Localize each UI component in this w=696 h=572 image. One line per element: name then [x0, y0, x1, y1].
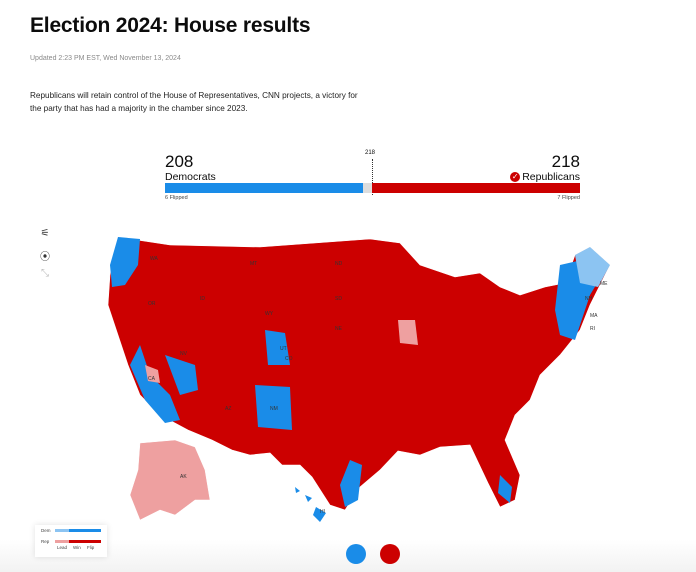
summary-text: Republicans will retain control of the H…: [30, 91, 358, 113]
illinois-lead[interactable]: [398, 320, 418, 345]
filter-icon[interactable]: ⚟: [40, 228, 50, 239]
maine-lead[interactable]: [575, 247, 610, 287]
map-legend: Dem Rep Lead Win Flip: [35, 525, 107, 557]
florida-dem[interactable]: [498, 475, 512, 503]
rep-label: Republicans: [522, 171, 580, 183]
location-pin-icon[interactable]: ⦿: [40, 252, 50, 263]
dem-seat-count: 208: [165, 152, 194, 171]
page-title: Election 2024: House results: [30, 14, 311, 37]
state-label-or: OR: [148, 301, 156, 307]
rep-flipped: 7 Flipped: [557, 195, 580, 201]
west-coast-dem[interactable]: [110, 237, 140, 287]
rep-label-wrap: ✓ Republicans: [510, 171, 580, 183]
dem-flipped: 6 Flipped: [165, 195, 188, 201]
legend-dem: Dem: [41, 528, 51, 533]
fullscreen-icon[interactable]: ⤡: [41, 268, 49, 279]
state-label-nh: NH: [585, 296, 593, 302]
legend-win: Win: [73, 545, 81, 550]
seat-tally: 208 Democrats 218 ✓ Republicans 218 6 Fli…: [165, 150, 580, 202]
majority-line: [372, 159, 373, 195]
state-label-ri: RI: [590, 326, 595, 332]
legend-dem-swatch: [55, 529, 101, 532]
rep-race-call-button[interactable]: [380, 544, 400, 564]
legend-lead: Lead: [57, 545, 68, 550]
state-label-nd: ND: [335, 261, 343, 267]
new-mexico-dem[interactable]: [255, 385, 292, 430]
state-label-id: ID: [200, 296, 205, 302]
state-label-az: AZ: [225, 406, 231, 412]
utah-dem[interactable]: [265, 330, 290, 365]
state-label-hi: HI: [320, 509, 325, 515]
state-label-ma: MA: [590, 313, 598, 319]
hawaii[interactable]: [295, 487, 326, 522]
winner-check-icon: ✓: [510, 172, 521, 182]
us-house-map[interactable]: WA OR ID MT WY ND SD NE NV UT CO CA AZ NM ME NH MA RI AK HI: [0, 225, 696, 535]
alaska[interactable]: [129, 439, 211, 521]
state-label-nm: NM: [270, 406, 278, 412]
state-label-co: CO: [285, 356, 293, 362]
state-label-mt: MT: [250, 261, 257, 267]
majority-marker: 218: [365, 150, 376, 156]
updated-timestamp: Updated 2:23 PM EST, Wed November 13, 20…: [30, 55, 181, 62]
state-label-ak: AK: [180, 474, 187, 480]
rep-seat-count: 218: [551, 152, 580, 171]
map-tools: ⚟ ⦿ ⤡: [37, 228, 53, 288]
dem-bar: [165, 183, 364, 193]
seat-bar: [165, 183, 580, 193]
texas-dem[interactable]: [340, 460, 362, 507]
legend-rep-swatch: [55, 540, 101, 543]
california-dem[interactable]: [130, 345, 180, 423]
state-label-ut: UT: [280, 346, 287, 352]
state-label-wa: WA: [150, 256, 159, 262]
nevada-dem[interactable]: [165, 355, 198, 395]
state-label-sd: SD: [335, 296, 342, 302]
state-label-wy: WY: [265, 311, 274, 317]
dem-race-call-button[interactable]: [346, 544, 366, 564]
state-label-me: ME: [600, 281, 608, 287]
legend-flip: Flip: [87, 545, 95, 550]
state-label-ne: NE: [335, 326, 343, 332]
state-label-ca: CA: [148, 376, 156, 382]
dem-label: Democrats: [165, 171, 216, 183]
state-label-nv: NV: [180, 351, 188, 357]
legend-rep: Rep: [41, 539, 50, 544]
contiguous-us[interactable]: [107, 236, 611, 511]
rep-bar: [372, 183, 580, 193]
california-lead[interactable]: [145, 365, 160, 383]
